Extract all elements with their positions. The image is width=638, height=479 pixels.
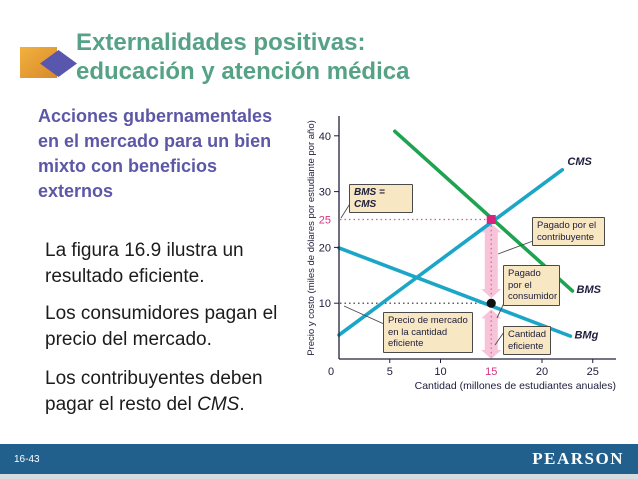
leader-pagado-contribuyente [497,240,534,255]
page-title-line2: educación y atención médica [76,58,410,85]
callout-pagado-contribuyente: Pagado por el contribuyente [532,217,605,246]
y-tick-label: 20 [319,242,331,254]
series-label-BMS: BMS [577,284,602,296]
callout-cantidad-eficiente: Cantidad eficiente [503,326,551,355]
y-tick-label: 25 [319,215,331,227]
x-tick-label: 20 [536,366,548,378]
footer-bar: 16-43 PEARSON [0,444,638,474]
leader-precio-mercado [343,305,385,325]
callout-precio-mercado: Precio de mercado en la cantidad eficien… [383,312,473,353]
paragraph-3-text: Los contribuyentes deben pagar el resto … [45,368,263,415]
y-tick-label: 30 [319,187,331,199]
paragraph-2: Los consumidores pagan el precio del mer… [45,303,278,350]
x-tick-label: 0 [328,366,334,378]
bottom-strip [0,474,638,479]
leader-cantidad-eficiente [494,331,505,346]
page-title-line1: Externalidades positivas: [76,29,366,56]
y-tick-label: 10 [319,298,331,310]
market-price-point [486,298,496,308]
x-tick-label: 5 [387,366,393,378]
page-title: Externalidades positivas: educación y ate… [76,28,409,86]
series-line-BMg [337,246,573,338]
series-line-BMS [393,129,575,293]
callout-pagado-consumidor: Pagado por el consumidor [503,265,560,306]
paragraph-3-suffix: . [239,394,245,415]
y-tick-label: 40 [319,131,331,143]
title-decoration-icon [20,47,77,78]
pearson-logo: PEARSON [532,449,624,468]
series-line-CMS [337,168,565,337]
chart-svg: 10 20 25 30 40 0 5 10 15 20 25 Cantidad (millones d… [306,116,616,392]
x-tick-label: 25 [587,366,599,378]
taxpayer-arrow [481,223,502,299]
leader-pagado-consumidor [496,302,505,319]
paragraph-3: Los contribuyentes deben pagar el resto … [45,366,309,418]
paragraph-3-italic-term: CMS [197,394,240,415]
x-tick-label: 15 [485,366,497,378]
series-label-BMg: BMg [574,329,598,341]
paragraph-1: La figura 16.9 ilustra un resultado efic… [45,240,244,287]
efficient-point [486,215,496,224]
section-heading: Acciones gubernamentales en el mercado p… [38,106,273,201]
x-axis-label: Cantidad (millones de estudiantes anuale… [415,380,616,392]
series-label-CMS: CMS [567,156,592,168]
figure-16-9-chart: 10 20 25 30 40 0 5 10 15 20 25 Cantidad (millones d… [300,98,638,398]
y-axis-label: Precio y costo (miles de dólares por est… [306,120,317,356]
callout-bms-cms: BMS = CMS [349,184,413,213]
x-tick-label: 10 [434,366,446,378]
page-number: 16-43 [14,453,40,465]
